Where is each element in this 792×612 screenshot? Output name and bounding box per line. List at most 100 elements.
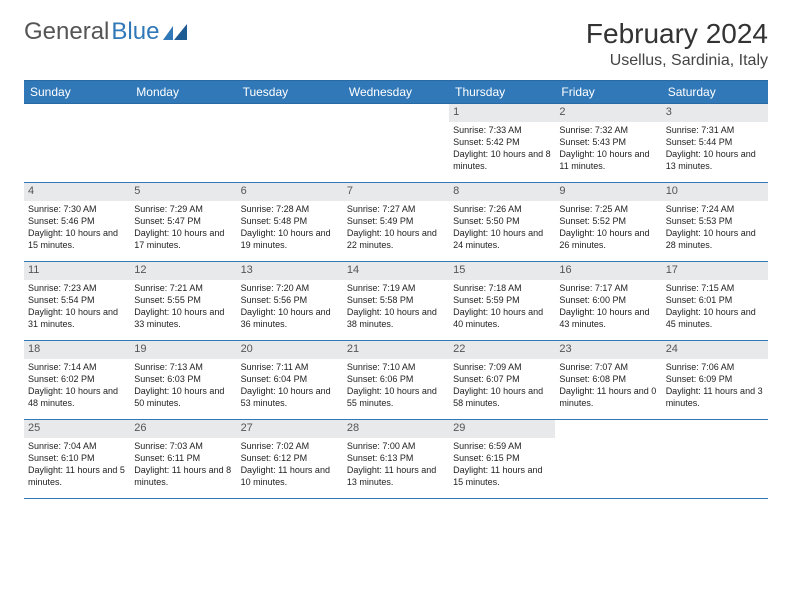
day-cell: 6Sunrise: 7:28 AMSunset: 5:48 PMDaylight…	[237, 183, 343, 261]
daylight-line: Daylight: 10 hours and 36 minutes.	[241, 307, 339, 330]
day-number: 6	[237, 183, 343, 201]
sunset-line: Sunset: 5:43 PM	[559, 137, 657, 148]
sunset-line: Sunset: 5:52 PM	[559, 216, 657, 227]
sunset-line: Sunset: 5:58 PM	[347, 295, 445, 306]
logo: GeneralBlue	[24, 18, 189, 46]
day-number: 23	[555, 341, 661, 359]
sunset-line: Sunset: 6:02 PM	[28, 374, 126, 385]
daylight-line: Daylight: 10 hours and 40 minutes.	[453, 307, 551, 330]
sunrise-line: Sunrise: 7:09 AM	[453, 362, 551, 373]
day-cell: 26 Sunrise: 7:03 AMSunset: 6:11 PMDayligh…	[130, 420, 236, 498]
day-cell: 13Sunrise: 7:20 AMSunset: 5:56 PMDayligh…	[237, 262, 343, 340]
daylight-line: Daylight: 10 hours and 53 minutes.	[241, 386, 339, 409]
day-cell: 27 Sunrise: 7:02 AMSunset: 6:12 PMDayligh…	[237, 420, 343, 498]
daylight-line: Daylight: 10 hours and 45 minutes.	[666, 307, 764, 330]
daylight-line: Daylight: 11 hours and 10 minutes.	[241, 465, 339, 488]
week-row: 11Sunrise: 7:23 AMSunset: 5:54 PMDayligh…	[24, 262, 768, 341]
sunset-line: Sunset: 6:12 PM	[241, 453, 339, 464]
sunrise-line: Sunrise: 7:25 AM	[559, 204, 657, 215]
day-number: 11	[24, 262, 130, 280]
daylight-line: Daylight: 10 hours and 31 minutes.	[28, 307, 126, 330]
daylight-line: Daylight: 11 hours and 3 minutes.	[666, 386, 764, 409]
sunrise-line: Sunrise: 7:31 AM	[666, 125, 764, 136]
sunrise-line: Sunrise: 7:20 AM	[241, 283, 339, 294]
day-header-row: SundayMondayTuesdayWednesdayThursdayFrid…	[24, 80, 768, 104]
daylight-line: Daylight: 10 hours and 24 minutes.	[453, 228, 551, 251]
day-cell: 11Sunrise: 7:23 AMSunset: 5:54 PMDayligh…	[24, 262, 130, 340]
sunset-line: Sunset: 6:01 PM	[666, 295, 764, 306]
day-number: 18	[24, 341, 130, 359]
sunrise-line: Sunrise: 7:14 AM	[28, 362, 126, 373]
day-cell: 12Sunrise: 7:21 AMSunset: 5:55 PMDayligh…	[130, 262, 236, 340]
day-number: 19	[130, 341, 236, 359]
day-number: 21	[343, 341, 449, 359]
daylight-line: Daylight: 10 hours and 15 minutes.	[28, 228, 126, 251]
sunrise-line: Sunrise: 7:15 AM	[666, 283, 764, 294]
day-cell: 14Sunrise: 7:19 AMSunset: 5:58 PMDayligh…	[343, 262, 449, 340]
title-block: February 2024 Usellus, Sardinia, Italy	[586, 18, 768, 70]
day-number: 4	[24, 183, 130, 201]
day-number: 28	[343, 420, 449, 438]
day-number: 29	[449, 420, 555, 438]
sunset-line: Sunset: 6:11 PM	[134, 453, 232, 464]
day-cell: .	[555, 420, 661, 498]
month-title: February 2024	[586, 18, 768, 50]
day-number: 26	[130, 420, 236, 438]
day-cell: 23Sunrise: 7:07 AMSunset: 6:08 PMDayligh…	[555, 341, 661, 419]
day-number: 27	[237, 420, 343, 438]
day-cell: 19Sunrise: 7:13 AMSunset: 6:03 PMDayligh…	[130, 341, 236, 419]
sunrise-line: Sunrise: 7:02 AM	[241, 441, 339, 452]
sunrise-line: Sunrise: 7:04 AM	[28, 441, 126, 452]
sunset-line: Sunset: 6:09 PM	[666, 374, 764, 385]
day-cell: .	[237, 104, 343, 182]
day-cell: 3Sunrise: 7:31 AMSunset: 5:44 PMDaylight…	[662, 104, 768, 182]
sunrise-line: Sunrise: 7:11 AM	[241, 362, 339, 373]
day-cell: 28Sunrise: 7:00 AMSunset: 6:13 PMDayligh…	[343, 420, 449, 498]
day-header-cell: Tuesday	[237, 81, 343, 103]
day-cell: .	[343, 104, 449, 182]
daylight-line: Daylight: 10 hours and 43 minutes.	[559, 307, 657, 330]
sunrise-line: Sunrise: 7:03 AM	[134, 441, 232, 452]
daylight-line: Daylight: 11 hours and 8 minutes.	[134, 465, 232, 488]
sunrise-line: Sunrise: 7:21 AM	[134, 283, 232, 294]
header: GeneralBlue February 2024 Usellus, Sardi…	[24, 18, 768, 70]
day-number: 14	[343, 262, 449, 280]
day-number: 16	[555, 262, 661, 280]
day-header-cell: Friday	[555, 81, 661, 103]
sunset-line: Sunset: 5:42 PM	[453, 137, 551, 148]
day-cell: 9Sunrise: 7:25 AMSunset: 5:52 PMDaylight…	[555, 183, 661, 261]
sunset-line: Sunset: 6:06 PM	[347, 374, 445, 385]
sunrise-line: Sunrise: 7:10 AM	[347, 362, 445, 373]
daylight-line: Daylight: 10 hours and 26 minutes.	[559, 228, 657, 251]
day-cell: 4Sunrise: 7:30 AMSunset: 5:46 PMDaylight…	[24, 183, 130, 261]
sunset-line: Sunset: 6:03 PM	[134, 374, 232, 385]
week-row: ....1Sunrise: 7:33 AMSunset: 5:42 PMDayl…	[24, 104, 768, 183]
daylight-line: Daylight: 10 hours and 8 minutes.	[453, 149, 551, 172]
sunrise-line: Sunrise: 7:17 AM	[559, 283, 657, 294]
day-cell: 18Sunrise: 7:14 AMSunset: 6:02 PMDayligh…	[24, 341, 130, 419]
day-number: 1	[449, 104, 555, 122]
sunrise-line: Sunrise: 7:26 AM	[453, 204, 551, 215]
day-header-cell: Monday	[130, 81, 236, 103]
sunset-line: Sunset: 6:15 PM	[453, 453, 551, 464]
day-number: 2	[555, 104, 661, 122]
sunset-line: Sunset: 5:59 PM	[453, 295, 551, 306]
day-cell: 20Sunrise: 7:11 AMSunset: 6:04 PMDayligh…	[237, 341, 343, 419]
day-number: 17	[662, 262, 768, 280]
day-cell: 25Sunrise: 7:04 AMSunset: 6:10 PMDayligh…	[24, 420, 130, 498]
day-header-cell: Thursday	[449, 81, 555, 103]
day-number: 10	[662, 183, 768, 201]
sunrise-line: Sunrise: 7:23 AM	[28, 283, 126, 294]
day-number: 7	[343, 183, 449, 201]
sunrise-line: Sunrise: 7:07 AM	[559, 362, 657, 373]
sunset-line: Sunset: 6:04 PM	[241, 374, 339, 385]
daylight-line: Daylight: 10 hours and 17 minutes.	[134, 228, 232, 251]
day-number: 25	[24, 420, 130, 438]
day-cell: 5Sunrise: 7:29 AMSunset: 5:47 PMDaylight…	[130, 183, 236, 261]
week-row: 25Sunrise: 7:04 AMSunset: 6:10 PMDayligh…	[24, 420, 768, 499]
sunrise-line: Sunrise: 7:32 AM	[559, 125, 657, 136]
day-cell: 7Sunrise: 7:27 AMSunset: 5:49 PMDaylight…	[343, 183, 449, 261]
day-header-cell: Sunday	[24, 81, 130, 103]
day-number: 13	[237, 262, 343, 280]
day-cell: 16Sunrise: 7:17 AMSunset: 6:00 PMDayligh…	[555, 262, 661, 340]
